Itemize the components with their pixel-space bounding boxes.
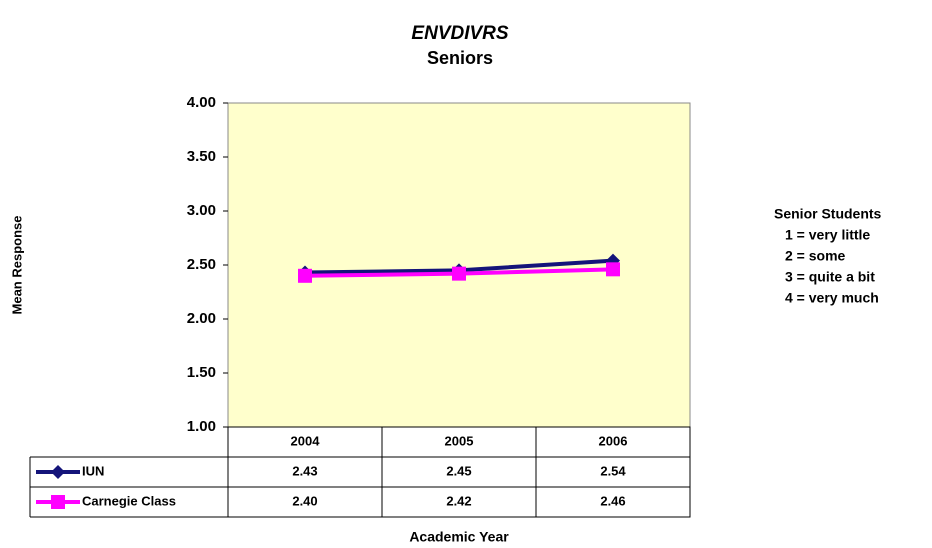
y-tick-label: 2.50 — [187, 256, 216, 273]
table-value: 2.40 — [292, 493, 317, 508]
table-value: 2.46 — [600, 493, 625, 508]
y-axis-label: Mean Response — [9, 216, 24, 315]
point-marker — [51, 465, 65, 479]
table-frame — [227, 426, 691, 518]
y-tick-label: 3.50 — [187, 148, 216, 165]
x-tick-label: 2004 — [291, 433, 321, 448]
note: Senior Students — [774, 206, 882, 222]
chart-title: ENVDIVRS — [411, 23, 508, 44]
note: 2 = some — [785, 248, 846, 264]
y-tick-label: 1.50 — [187, 364, 216, 381]
y-tick-label: 2.00 — [187, 310, 216, 327]
note: 4 = very much — [785, 290, 879, 306]
table-value: 2.43 — [292, 463, 317, 478]
table-value: 2.45 — [446, 463, 471, 478]
point-marker — [298, 268, 312, 283]
legend-label: Carnegie Class — [82, 493, 176, 508]
legend-label: IUN — [82, 463, 104, 478]
x-axis-label: Academic Year — [409, 529, 509, 545]
chart-subtitle: Seniors — [427, 48, 493, 68]
table-value: 2.54 — [600, 463, 626, 478]
note: 1 = very little — [785, 227, 870, 243]
note: 3 = quite a bit — [785, 269, 875, 285]
y-tick-label: 3.00 — [187, 202, 216, 219]
table-value: 2.42 — [446, 493, 471, 508]
x-tick-label: 2005 — [445, 433, 474, 448]
point-marker — [452, 266, 466, 281]
point-marker — [606, 262, 620, 277]
y-tick-label: 1.00 — [187, 418, 216, 435]
y-tick-label: 4.00 — [187, 94, 216, 111]
point-marker — [51, 495, 65, 509]
x-tick-label: 2006 — [599, 433, 628, 448]
